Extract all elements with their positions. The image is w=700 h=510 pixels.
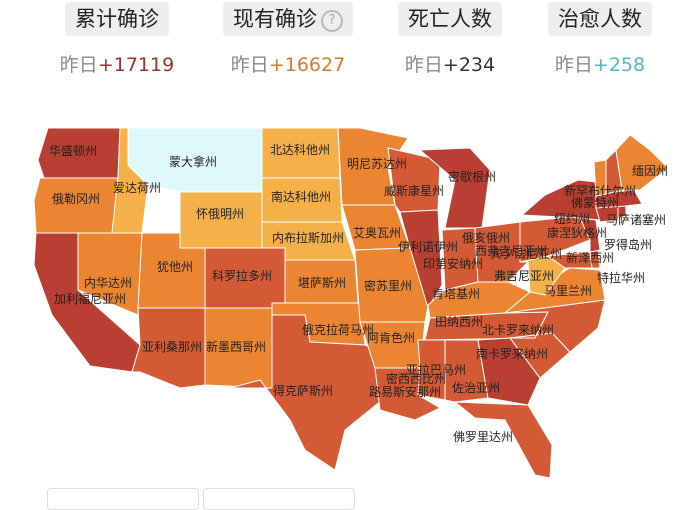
us-map: 华盛顿州俄勒冈州加利福尼亚州 爱达荷州内华达州 蒙大拿州怀俄明州犹他州亚利桑那州 科罗… — [0, 110, 700, 480]
stat-delta-line: 昨日+258 — [530, 50, 670, 77]
stat-recovered[interactable]: 治愈人数 昨日+258 — [530, 2, 670, 77]
delta-value: +16627 — [268, 54, 346, 76]
state-label-oh: 俄亥俄州 — [462, 231, 510, 245]
state-label-mo: 密苏里州 — [364, 278, 412, 293]
state-label-vt: 佛蒙特州 — [571, 195, 619, 210]
state-va[interactable] — [503, 267, 606, 314]
state-label-me: 缅因州 — [632, 164, 668, 178]
state-ga[interactable] — [477, 337, 541, 406]
question-circle-icon[interactable]: ? — [321, 10, 343, 32]
state-label-ut: 犹他州 — [157, 260, 193, 274]
stat-title: 治愈人数 — [548, 2, 652, 36]
state-label-mt: 蒙大拿州 — [169, 154, 217, 169]
state-label-ca: 加利福尼亚州 — [54, 291, 126, 306]
state-fl[interactable] — [453, 401, 553, 479]
state-label-ma: 马萨诸塞州 — [606, 212, 666, 227]
delta-value: +17119 — [97, 54, 175, 76]
state-label-ok: 俄克拉荷马州 — [302, 322, 374, 337]
delta-value: +258 — [592, 54, 646, 76]
stat-delta-line: 昨日+16627 — [208, 50, 368, 77]
state-mo[interactable] — [354, 247, 431, 323]
bottom-tab-left[interactable] — [47, 488, 199, 510]
state-nc[interactable] — [504, 299, 606, 353]
state-label-or: 俄勒冈州 — [52, 192, 100, 206]
state-label-fl: 佛罗里达州 — [453, 430, 513, 444]
state-label-ia: 艾奥瓦州 — [353, 226, 401, 240]
state-label-ri: 罗得岛州 — [604, 237, 652, 252]
state-label-ar: 阿肯色州 — [367, 331, 415, 345]
state-label-co: 科罗拉多州 — [212, 268, 272, 283]
stat-title-text: 现有确诊 — [233, 7, 317, 31]
state-label-nd: 北达科他州 — [270, 143, 330, 157]
state-label-nm: 新墨西哥州 — [206, 339, 266, 354]
state-label-nh: 新罕布什尔州 — [564, 183, 636, 198]
delta-prefix: 昨日 — [404, 54, 443, 76]
state-oh[interactable] — [474, 221, 529, 283]
state-label-de: 特拉华州 — [597, 270, 645, 285]
state-label-sd: 南达科他州 — [271, 189, 331, 204]
stat-title: 现有确诊? — [223, 2, 353, 36]
state-tx[interactable] — [229, 314, 383, 471]
delta-prefix: 昨日 — [59, 54, 98, 76]
delta-prefix: 昨日 — [230, 54, 269, 76]
state-label-mi: 密歇根州 — [448, 169, 496, 184]
stat-title: 累计确诊 — [65, 2, 169, 36]
stat-title: 死亡人数 — [398, 2, 502, 36]
stat-delta-line: 昨日+234 — [380, 50, 520, 77]
delta-prefix: 昨日 — [554, 54, 593, 76]
state-al[interactable] — [444, 339, 489, 403]
state-label-nv: 内华达州 — [84, 276, 132, 290]
state-il[interactable] — [399, 209, 443, 310]
state-label-tn: 田纳西州 — [435, 315, 483, 329]
state-label-tx: 得克萨斯州 — [273, 383, 333, 398]
state-label-ga: 佐治亚州 — [452, 381, 500, 395]
state-ma[interactable] — [595, 189, 643, 209]
state-label-az: 亚利桑那州 — [142, 340, 202, 354]
stat-current-confirmed[interactable]: 现有确诊? 昨日+16627 — [208, 2, 368, 77]
state-label-pa: 宾夕法尼亚州 — [490, 246, 562, 261]
state-label-ks: 堪萨斯州 — [298, 276, 346, 290]
state-label-nc: 北卡罗来纳州 — [482, 323, 554, 337]
state-label-ne: 内布拉斯加州 — [272, 230, 344, 245]
state-label-ms: 密西西比州 — [386, 371, 446, 386]
stat-total-confirmed[interactable]: 累计确诊 昨日+17119 — [47, 2, 187, 77]
state-label-la: 路易斯安那州 — [369, 384, 441, 399]
state-label-nj: 新泽西州 — [566, 250, 614, 265]
state-label-wa: 华盛顿州 — [49, 143, 97, 158]
state-label-wv: 西弗吉尼亚州 — [475, 244, 547, 258]
state-label-md: 马里兰州 — [544, 284, 592, 298]
delta-value: +234 — [442, 54, 496, 76]
state-label-id: 爱达荷州 — [113, 181, 161, 195]
state-ms[interactable] — [417, 339, 446, 401]
state-label-wi: 威斯康星州 — [384, 183, 444, 198]
state-label-va: 弗吉尼亚州 — [494, 269, 554, 283]
state-label-ky: 肯塔基州 — [432, 287, 480, 301]
state-label-in: 印第安纳州 — [423, 256, 483, 271]
state-label-il: 伊利诺伊州 — [398, 240, 458, 254]
state-label-ny: 纽约州 — [554, 211, 590, 226]
state-label-mn: 明尼苏达州 — [347, 157, 407, 171]
state-label-ct: 康涅狄格州 — [547, 225, 607, 240]
state-me[interactable] — [615, 134, 669, 191]
bottom-tab-right[interactable] — [203, 488, 355, 510]
state-label-wy: 怀俄明州 — [196, 207, 244, 221]
state-label-al: 亚拉巴马州 — [406, 362, 466, 377]
stat-delta-line: 昨日+17119 — [47, 50, 187, 77]
stat-deaths[interactable]: 死亡人数 昨日+234 — [380, 2, 520, 77]
state-label-sc: 南卡罗来纳州 — [476, 346, 548, 361]
stats-bar: 累计确诊 昨日+17119 现有确诊? 昨日+16627 死亡人数 昨日+234… — [0, 0, 700, 90]
